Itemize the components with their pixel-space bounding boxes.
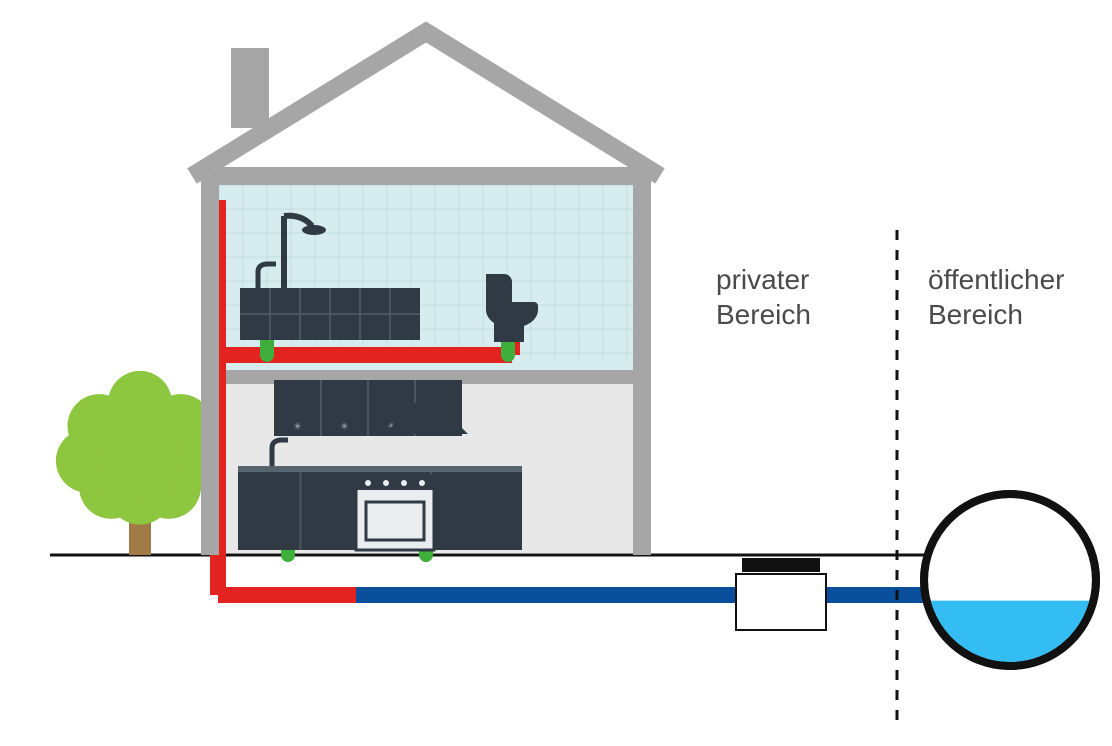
- shower-head-icon: [302, 225, 326, 235]
- manhole-lid: [742, 558, 820, 572]
- sewer-water: [924, 601, 1096, 746]
- manhole-box: [736, 574, 826, 630]
- diagram-stage: privaterBereich öffentlicherBereich: [0, 0, 1112, 746]
- label-public: öffentlicherBereich: [928, 262, 1064, 332]
- diagram-svg: [0, 0, 1112, 746]
- label-private: privaterBereich: [716, 262, 811, 332]
- tree-foliage: [56, 371, 224, 525]
